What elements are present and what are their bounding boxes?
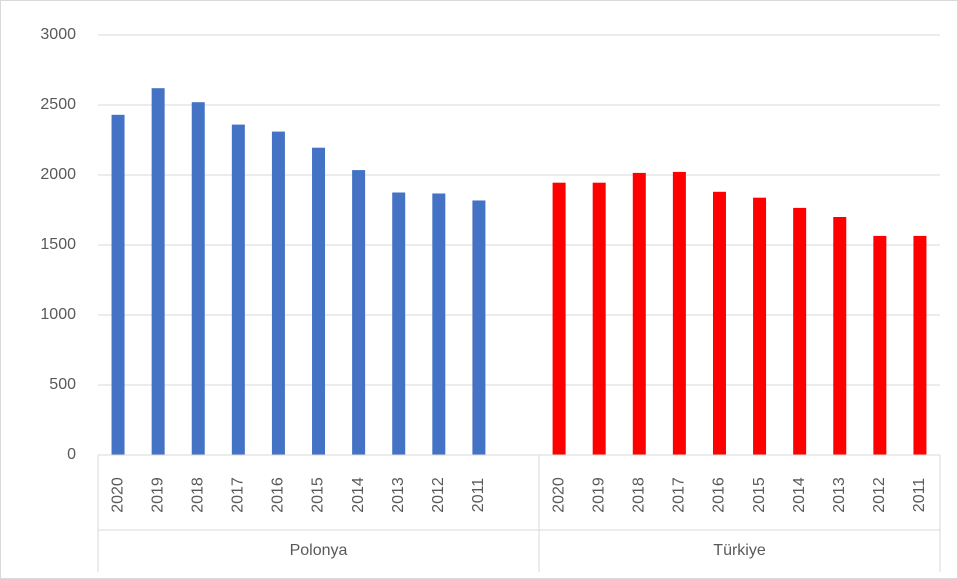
x-tick-label: 2012 <box>871 477 888 513</box>
y-tick-label: 0 <box>67 446 76 463</box>
x-tick-label: 2019 <box>149 477 166 513</box>
x-tick-label: 2013 <box>831 477 848 513</box>
bar <box>432 193 446 456</box>
x-tick-label: 2013 <box>390 477 407 513</box>
bar <box>632 172 646 455</box>
bar <box>913 235 927 455</box>
x-tick-label: 2014 <box>350 477 367 513</box>
bar <box>873 235 887 455</box>
x-tick-label: 2016 <box>270 477 287 513</box>
bar <box>231 124 245 455</box>
bar <box>592 182 606 455</box>
group-label: Polonya <box>290 542 348 559</box>
x-tick-label: 2014 <box>791 477 808 513</box>
y-tick-label: 500 <box>49 376 76 393</box>
y-tick-label: 3000 <box>40 26 76 43</box>
x-tick-label: 2015 <box>751 477 768 513</box>
bar <box>392 192 406 455</box>
bar <box>793 207 807 455</box>
x-tick-label: 2012 <box>430 477 447 513</box>
bar <box>271 131 285 455</box>
x-tick-label: 2020 <box>109 477 126 513</box>
bar <box>552 182 566 455</box>
bar <box>352 170 366 455</box>
bar <box>191 102 205 455</box>
x-tick-label: 2016 <box>711 477 728 513</box>
bar <box>672 171 686 456</box>
bar <box>472 200 486 455</box>
y-tick-label: 1000 <box>40 306 76 323</box>
y-tick-label: 2000 <box>40 166 76 183</box>
x-tick-label: 2015 <box>310 477 327 513</box>
x-tick-label: 2018 <box>189 477 206 513</box>
x-tick-label: 2017 <box>671 477 688 513</box>
bar <box>151 88 165 455</box>
group-label: Türkiye <box>713 542 766 559</box>
bar <box>833 217 847 455</box>
x-tick-label: 2018 <box>631 477 648 513</box>
y-tick-label: 2500 <box>40 96 76 113</box>
bar <box>111 114 125 456</box>
bar <box>712 191 726 456</box>
x-tick-label: 2011 <box>911 478 928 513</box>
y-tick-label: 1500 <box>40 236 76 253</box>
bar <box>753 197 767 455</box>
x-tick-label: 2019 <box>590 477 607 513</box>
x-tick-label: 2017 <box>230 477 247 513</box>
x-tick-label: 2011 <box>470 478 487 513</box>
x-tick-label: 2020 <box>550 477 567 513</box>
bar <box>312 147 326 455</box>
